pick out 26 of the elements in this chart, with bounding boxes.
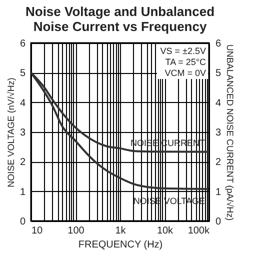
y-tick-label: 0 [20, 216, 26, 228]
x-tick-label: 100 [68, 226, 85, 236]
annotation: TA = 25°C [165, 57, 206, 67]
y2-tick-label: 1 [216, 186, 222, 198]
x-tick-label: 100k [188, 226, 210, 236]
x-axis-title: FREQUENCY (Hz) [78, 240, 163, 250]
y-tick-label: 3 [20, 128, 26, 138]
x-tick-label: 1k [115, 226, 127, 236]
annotation: VS = ±2.5V [160, 46, 206, 56]
x-tick-label: 10k [156, 226, 174, 236]
y2-tick-label: 2 [216, 157, 222, 168]
y2-tick-label: 4 [216, 98, 222, 109]
y2-tick-label: 5 [216, 68, 222, 80]
chart-title: Noise Voltage and Unbalanced Noise Current vs Frequency [25, 4, 215, 34]
y-tick-label: 4 [20, 98, 26, 109]
y2-tick-label: 6 [216, 38, 222, 50]
y2-tick-label: 0 [216, 216, 222, 228]
y-tick-label: 5 [20, 68, 26, 80]
annotation: VCM = 0V [164, 68, 206, 78]
x-tick-label: 10 [32, 226, 44, 236]
y-tick-label: 6 [20, 38, 26, 50]
y-axis-title: NOISE VOLTAGE (nV/√Hz) [6, 78, 16, 188]
y2-axis-title: UNBALANCED NOISE CURRENT (pA/√Hz) [225, 44, 236, 221]
y-tick-label: 2 [20, 157, 26, 168]
y-tick-label: 1 [20, 186, 26, 198]
y2-tick-label: 3 [216, 128, 222, 138]
